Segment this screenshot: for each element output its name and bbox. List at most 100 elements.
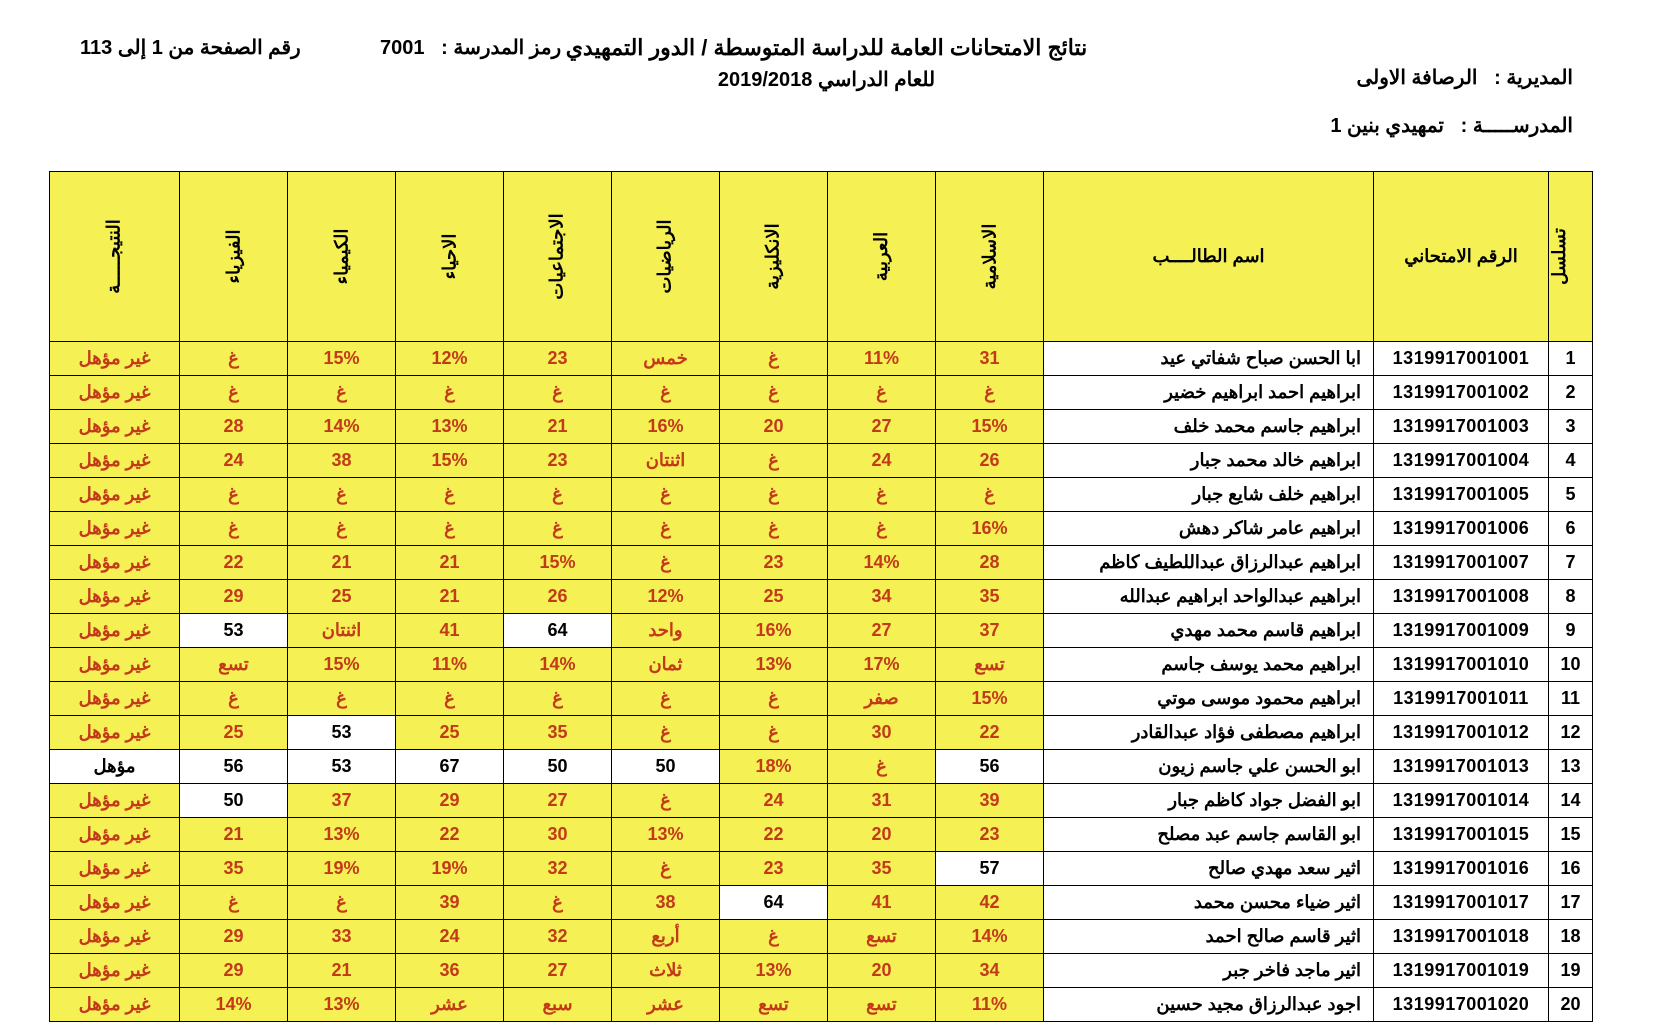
col-arabic: العربية	[828, 172, 936, 342]
cell-islamic: 57	[936, 852, 1044, 886]
cell-islamic: 26	[936, 444, 1044, 478]
cell-student-name: ابراهيم عبدالواحد ابراهيم عبدالله	[1044, 580, 1374, 614]
cell-chemistry: غ	[288, 886, 396, 920]
cell-exam-no: 1319917001006	[1374, 512, 1549, 546]
cell-physics: غ	[180, 682, 288, 716]
cell-chemistry: 13%	[288, 988, 396, 1022]
cell-arabic: غ	[828, 376, 936, 410]
cell-result: غير مؤهل	[50, 376, 180, 410]
cell-exam-no: 1319917001007	[1374, 546, 1549, 580]
cell-arabic: 11%	[828, 342, 936, 376]
cell-exam-no: 1319917001012	[1374, 716, 1549, 750]
school-code: رمز المدرسة : 7001	[380, 35, 561, 60]
cell-result: غير مؤهل	[50, 546, 180, 580]
cell-seq: 15	[1549, 818, 1593, 852]
col-seq: تسلسل	[1549, 172, 1593, 342]
table-row: 51319917001005ابراهيم خلف شايع جبارغغغغغ…	[50, 478, 1593, 512]
cell-math: 16%	[612, 410, 720, 444]
col-physics: الفيزياء	[180, 172, 288, 342]
cell-exam-no: 1319917001020	[1374, 988, 1549, 1022]
cell-islamic: تسع	[936, 648, 1044, 682]
results-table: تسلسل الرقم الامتحاني اسم الطالــــب الا…	[49, 171, 1593, 1022]
cell-student-name: ابراهيم محمود موسى موتي	[1044, 682, 1374, 716]
cell-english: تسع	[720, 988, 828, 1022]
cell-exam-no: 1319917001002	[1374, 376, 1549, 410]
cell-social: غ	[504, 478, 612, 512]
cell-math: اثنتان	[612, 444, 720, 478]
col-english: الانكليزية	[720, 172, 828, 342]
cell-exam-no: 1319917001011	[1374, 682, 1549, 716]
cell-seq: 3	[1549, 410, 1593, 444]
cell-result: غير مؤهل	[50, 410, 180, 444]
col-math-label: الرياضيات	[655, 219, 676, 293]
cell-arabic: تسع	[828, 920, 936, 954]
cell-math: 38	[612, 886, 720, 920]
table-row: 181319917001018اثير قاسم صالح احمد14%تسع…	[50, 920, 1593, 954]
table-row: 171319917001017اثير ضياء محسن محمد424164…	[50, 886, 1593, 920]
cell-physics: 14%	[180, 988, 288, 1022]
cell-arabic: تسع	[828, 988, 936, 1022]
table-row: 91319917001009ابراهيم قاسم محمد مهدي3727…	[50, 614, 1593, 648]
cell-exam-no: 1319917001018	[1374, 920, 1549, 954]
cell-islamic: 28	[936, 546, 1044, 580]
cell-islamic: 23	[936, 818, 1044, 852]
cell-seq: 10	[1549, 648, 1593, 682]
cell-biology: 15%	[396, 444, 504, 478]
cell-exam-no: 1319917001017	[1374, 886, 1549, 920]
cell-chemistry: 53	[288, 750, 396, 784]
cell-seq: 20	[1549, 988, 1593, 1022]
cell-biology: 41	[396, 614, 504, 648]
cell-chemistry: 25	[288, 580, 396, 614]
cell-arabic: 24	[828, 444, 936, 478]
cell-biology: 25	[396, 716, 504, 750]
cell-exam-no: 1319917001010	[1374, 648, 1549, 682]
cell-english: 16%	[720, 614, 828, 648]
school-code-value: 7001	[380, 37, 425, 59]
cell-exam-no: 1319917001005	[1374, 478, 1549, 512]
cell-social: غ	[504, 886, 612, 920]
table-row: 41319917001004ابراهيم خالد محمد جبار2624…	[50, 444, 1593, 478]
cell-islamic: 14%	[936, 920, 1044, 954]
cell-seq: 9	[1549, 614, 1593, 648]
page-number: رقم الصفحة من 1 إلى 113	[80, 35, 301, 60]
cell-arabic: 20	[828, 954, 936, 988]
cell-result: غير مؤهل	[50, 512, 180, 546]
cell-result: غير مؤهل	[50, 614, 180, 648]
cell-student-name: ابراهيم قاسم محمد مهدي	[1044, 614, 1374, 648]
cell-seq: 14	[1549, 784, 1593, 818]
cell-islamic: غ	[936, 376, 1044, 410]
cell-arabic: 27	[828, 614, 936, 648]
cell-student-name: اجود عبدالرزاق مجيد حسين	[1044, 988, 1374, 1022]
cell-chemistry: 15%	[288, 342, 396, 376]
cell-islamic: 16%	[936, 512, 1044, 546]
cell-social: 21	[504, 410, 612, 444]
cell-student-name: ابو الحسن علي جاسم زيون	[1044, 750, 1374, 784]
cell-english: غ	[720, 478, 828, 512]
school-name-label: المدرســـــة :	[1461, 115, 1573, 137]
cell-math: خمس	[612, 342, 720, 376]
cell-biology: عشر	[396, 988, 504, 1022]
cell-arabic: غ	[828, 478, 936, 512]
cell-result: غير مؤهل	[50, 988, 180, 1022]
cell-seq: 19	[1549, 954, 1593, 988]
cell-physics: 56	[180, 750, 288, 784]
cell-chemistry: 53	[288, 716, 396, 750]
col-math: الرياضيات	[612, 172, 720, 342]
cell-biology: 36	[396, 954, 504, 988]
cell-chemistry: غ	[288, 512, 396, 546]
cell-physics: 50	[180, 784, 288, 818]
cell-physics: 29	[180, 580, 288, 614]
cell-chemistry: 21	[288, 546, 396, 580]
cell-arabic: صفر	[828, 682, 936, 716]
cell-english: غ	[720, 920, 828, 954]
cell-result: مؤهل	[50, 750, 180, 784]
cell-chemistry: 33	[288, 920, 396, 954]
cell-physics: 53	[180, 614, 288, 648]
cell-exam-no: 1319917001009	[1374, 614, 1549, 648]
cell-biology: 11%	[396, 648, 504, 682]
cell-chemistry: 14%	[288, 410, 396, 444]
directorate: المديرية : الرصافة الاولى	[1357, 65, 1574, 90]
cell-islamic: 56	[936, 750, 1044, 784]
cell-social: 23	[504, 342, 612, 376]
cell-physics: 21	[180, 818, 288, 852]
